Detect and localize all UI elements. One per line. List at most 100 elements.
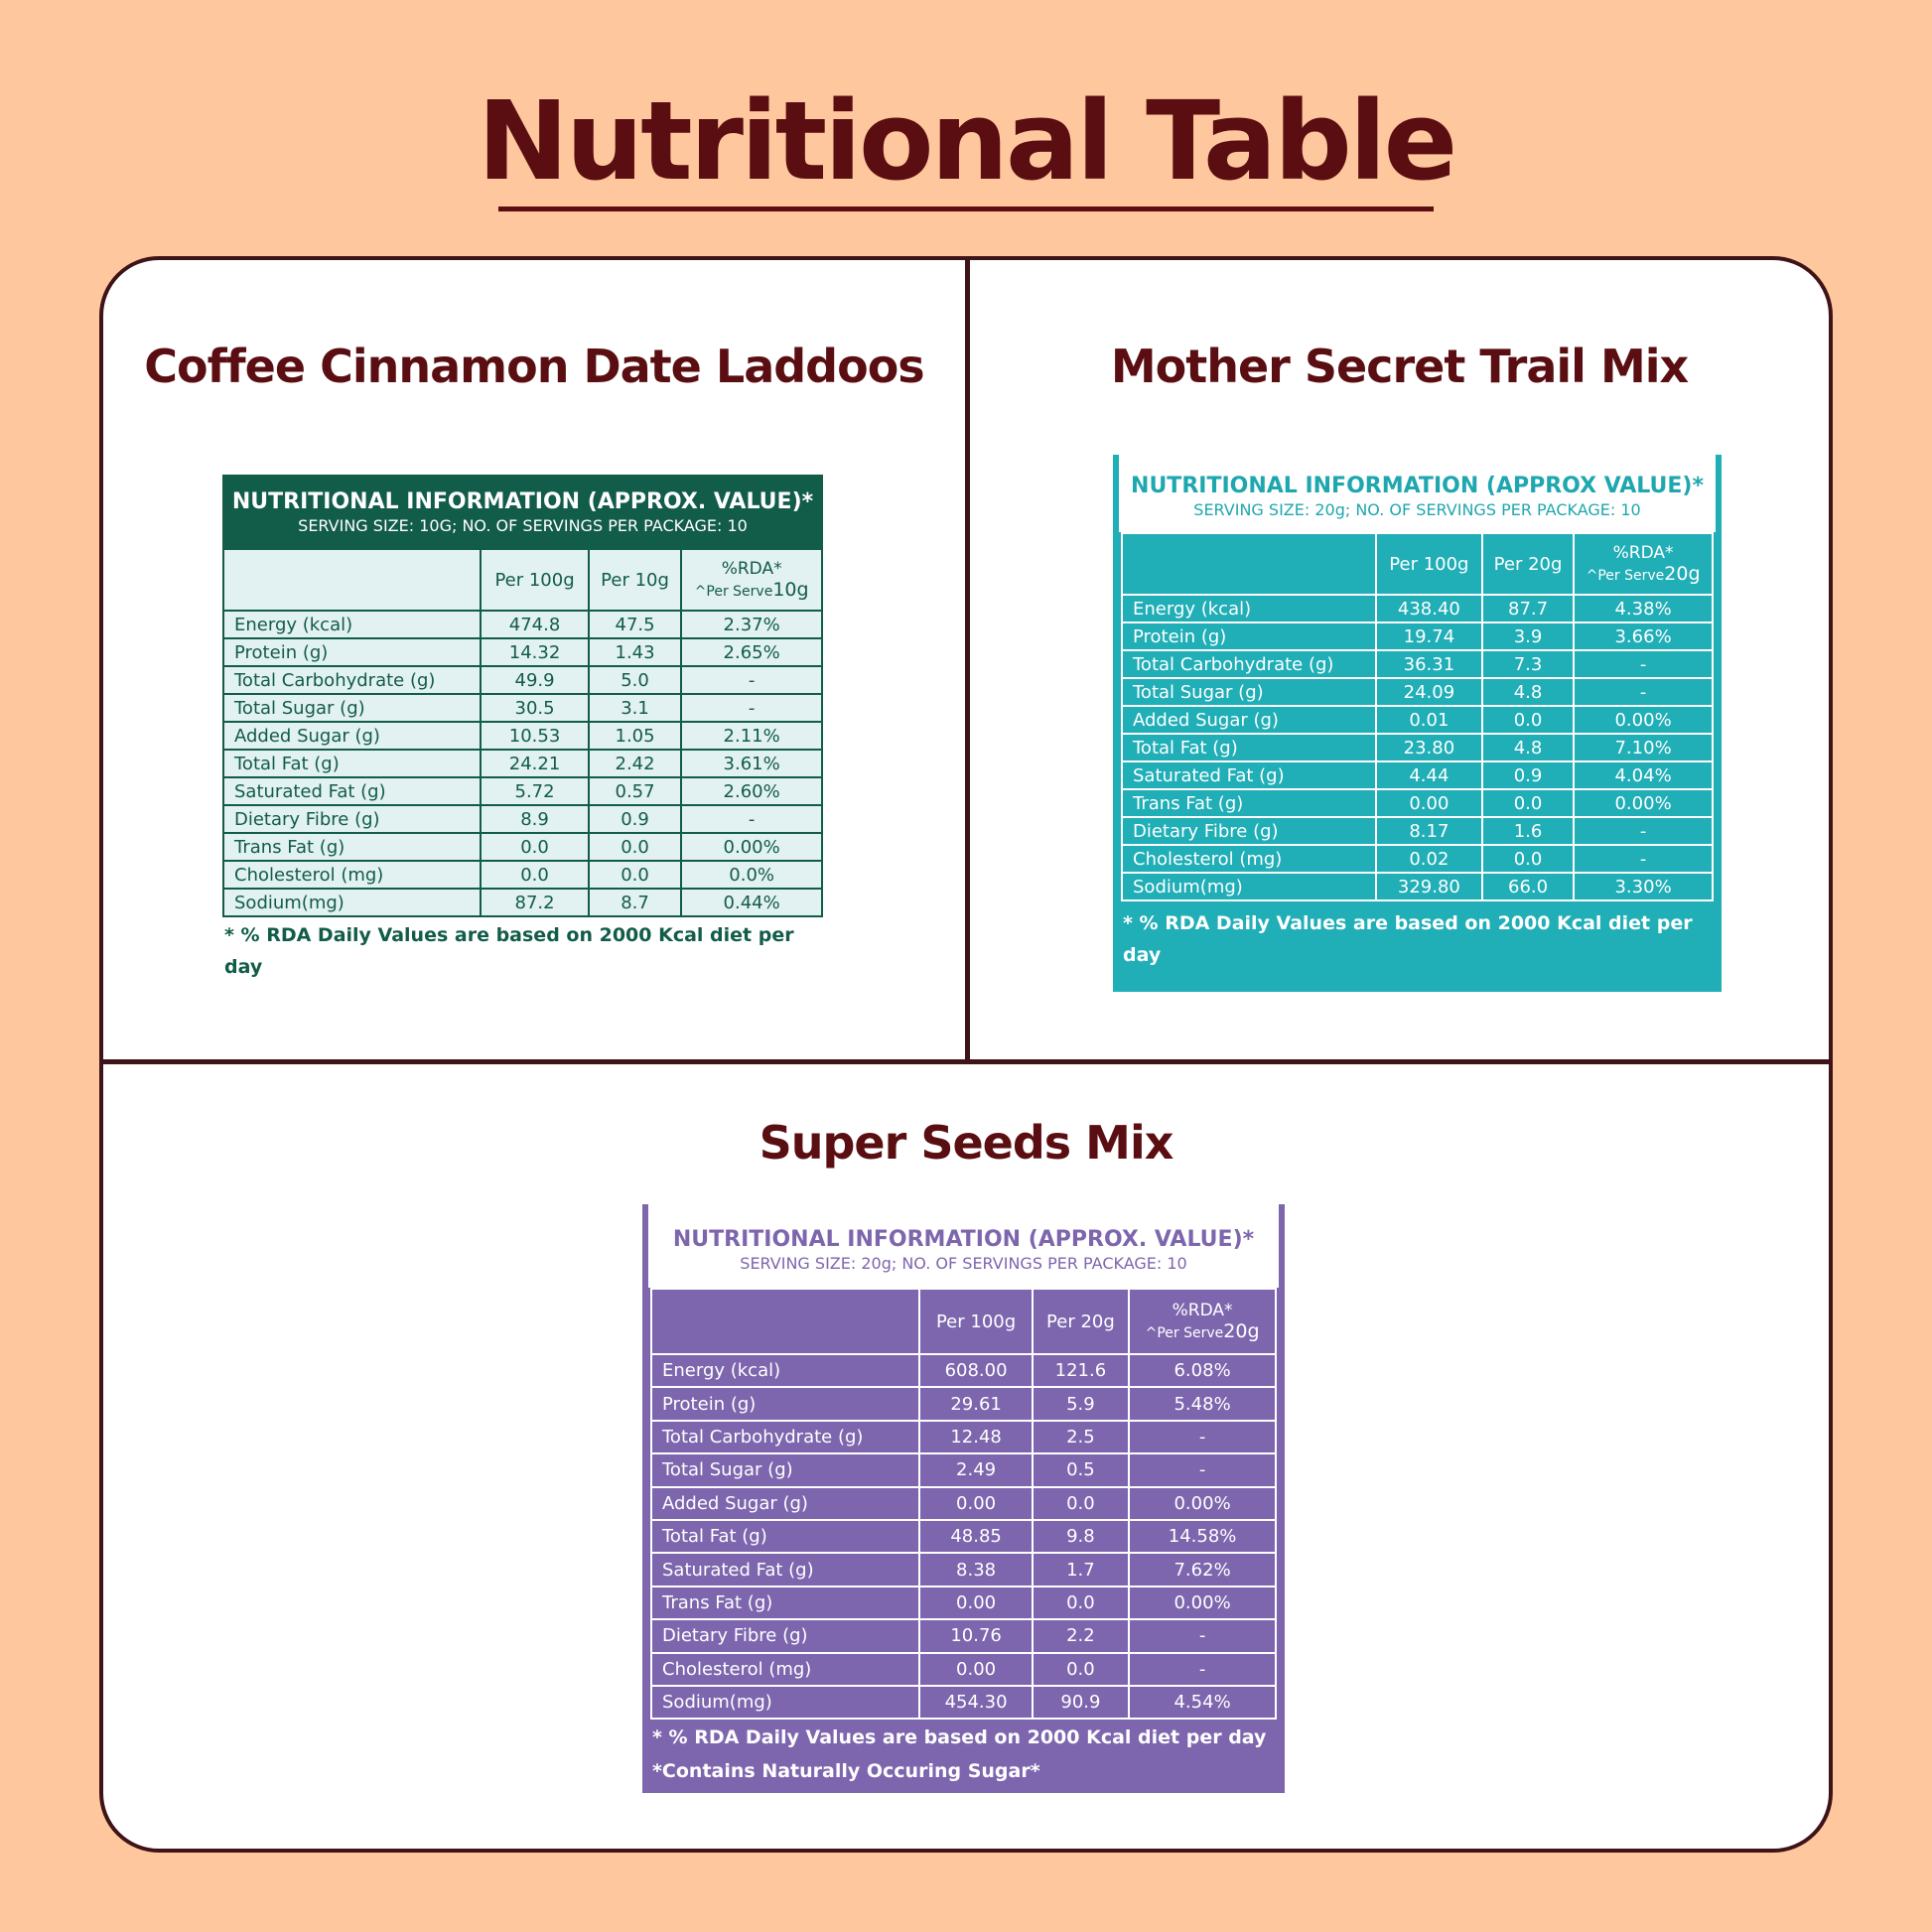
cell-per-serving: 0.9 [587,804,683,834]
cell-per-100g: 0.00 [918,1585,1034,1621]
table-header-row: Per 100g Per 20g %RDA* ^Per Serve20g [649,1288,1277,1355]
cell-per-serving: 0.0 [1031,1485,1131,1521]
column-header-per-serving: Per 10g [587,548,683,612]
table-row: Dietary Fibre (g) 10.76 2.2- [649,1618,1277,1654]
cell-per-serving: 90.9 [1031,1684,1131,1721]
cell-nutrient: Cholesterol (mg) [649,1651,921,1687]
cell-per-100g: 49.9 [480,665,590,695]
cell-nutrient: Sodium(mg) [1121,872,1377,901]
cell-per-100g: 438.40 [1374,594,1483,623]
cell-rda: - [1128,1618,1277,1654]
cell-per-100g: 474.8 [480,610,590,639]
table-row: Saturated Fat (g) 4.44 0.9 4.04% [1121,760,1714,790]
panel-header: NUTRITIONAL INFORMATION (APPROX VALUE)* S… [1119,455,1716,532]
cell-nutrient: Total Fat (g) [1121,733,1377,762]
cell-nutrient: Sodium(mg) [221,888,483,917]
table-row: Total Carbohydrate (g) 49.9 5.0- [221,665,823,695]
cell-per-serving: 0.57 [587,776,683,806]
table-header-row: Per 100g Per 20g %RDA* ^Per Serve20g [1121,532,1714,596]
cell-per-serving: 47.5 [587,610,683,639]
cell-nutrient: Dietary Fibre (g) [221,804,483,834]
table-row: Total Fat (g) 48.85 9.8 14.58% [649,1518,1277,1555]
cell-nutrient: Total Carbohydrate (g) [649,1419,921,1455]
rda-serve-note: ^Per Serve20g [1130,1320,1275,1342]
cell-per-100g: 2.49 [918,1452,1034,1488]
cell-per-serving: 7.3 [1480,649,1576,679]
cell-nutrient: Energy (kcal) [649,1352,921,1389]
table-row: Energy (kcal) 608.00 121.6 6.08% [649,1352,1277,1389]
cell-per-serving: 3.1 [587,693,683,723]
cell-rda: - [680,804,823,834]
rda-serve-note: ^Per Serve10g [682,579,821,601]
cell-per-100g: 48.85 [918,1518,1034,1555]
nutrition-table: Per 100g Per 20g %RDA* ^Per Serve20g Energy … [649,1288,1277,1721]
cell-per-100g: 24.09 [1374,677,1483,707]
rda-serve-label: ^Per Serve [1145,1325,1224,1341]
cell-rda: 2.37% [680,610,823,639]
rda-label: %RDA* [721,559,782,579]
table-row: Total Fat (g) 24.21 2.42 3.61% [221,749,823,778]
cell-per-serving: 0.0 [1480,705,1576,735]
cell-per-serving: 3.9 [1480,621,1576,651]
horizontal-divider [99,1059,1833,1064]
cell-rda: 2.65% [680,637,823,667]
cell-per-serving: 1.43 [587,637,683,667]
column-header-nutrient [649,1288,921,1355]
column-header-rda: %RDA* ^Per Serve20g [1128,1288,1277,1355]
cell-nutrient: Total Carbohydrate (g) [221,665,483,695]
cell-nutrient: Energy (kcal) [221,610,483,639]
column-header-per-100g: Per 100g [480,548,590,612]
panel-header: NUTRITIONAL INFORMATION (APPROX. VALUE)*… [222,475,823,548]
cell-per-100g: 0.0 [480,832,590,862]
cell-rda: 4.38% [1573,594,1714,623]
cell-per-serving: 2.42 [587,749,683,778]
table-row: Cholesterol (mg) 0.0 0.0 0.0% [221,860,823,890]
cell-per-serving: 0.0 [587,832,683,862]
table-row: Total Carbohydrate (g) 36.31 7.3- [1121,649,1714,679]
cell-per-serving: 87.7 [1480,594,1576,623]
serving-size: SERVING SIZE: 10G; NO. OF SERVINGS PER P… [298,516,748,535]
cell-nutrient: Total Fat (g) [221,749,483,778]
cell-per-serving: 4.8 [1480,677,1576,707]
table-row: Protein (g) 19.74 3.9 3.66% [1121,621,1714,651]
cell-per-100g: 4.44 [1374,760,1483,790]
nutrition-panel-seeds-mix: NUTRITIONAL INFORMATION (APPROX. VALUE)*… [642,1204,1285,1793]
cell-per-serving: 0.0 [1480,844,1576,874]
cell-per-serving: 9.8 [1031,1518,1131,1555]
cell-per-serving: 66.0 [1480,872,1576,901]
cell-nutrient: Saturated Fat (g) [1121,760,1377,790]
cell-per-100g: 29.61 [918,1386,1034,1422]
cell-rda: - [1573,649,1714,679]
cell-nutrient: Total Sugar (g) [1121,677,1377,707]
footnote: *Contains Naturally Occuring Sugar* [652,1760,1040,1783]
cell-nutrient: Cholesterol (mg) [1121,844,1377,874]
cell-per-100g: 0.00 [918,1485,1034,1521]
rda-serve-size: 10g [772,579,809,601]
footnote: * % RDA Daily Values are based on 2000 K… [1123,912,1693,966]
cell-nutrient: Total Carbohydrate (g) [1121,649,1377,679]
table-header-row: Per 100g Per 10g %RDA* ^Per Serve10g [221,548,823,612]
cell-rda: 7.62% [1128,1552,1277,1587]
table-row: Added Sugar (g) 10.53 1.05 2.11% [221,721,823,751]
cell-nutrient: Trans Fat (g) [1121,788,1377,818]
cell-per-100g: 14.32 [480,637,590,667]
cell-per-serving: 1.7 [1031,1552,1131,1587]
nutrition-panel-laddoos: NUTRITIONAL INFORMATION (APPROX. VALUE)*… [221,475,823,983]
cell-per-serving: 0.0 [587,860,683,890]
cell-rda: - [1128,1651,1277,1687]
cell-per-serving: 8.7 [587,888,683,917]
table-row: Energy (kcal) 474.8 47.5 2.37% [221,610,823,639]
column-header-per-100g: Per 100g [918,1288,1034,1355]
cell-rda: 0.0% [680,860,823,890]
cell-rda: 0.00% [680,832,823,862]
cell-per-serving: 2.2 [1031,1618,1131,1654]
cell-rda: 0.00% [1573,705,1714,735]
cell-rda: 0.00% [1573,788,1714,818]
table-row: Dietary Fibre (g) 8.17 1.6- [1121,816,1714,846]
cell-per-100g: 23.80 [1374,733,1483,762]
cell-rda: - [1573,677,1714,707]
cell-rda: - [1573,816,1714,846]
table-row: Trans Fat (g) 0.00 0.0 0.00% [649,1585,1277,1621]
table-row: Sodium(mg) 329.80 66.0 3.30% [1121,872,1714,901]
cell-per-100g: 0.00 [918,1651,1034,1687]
